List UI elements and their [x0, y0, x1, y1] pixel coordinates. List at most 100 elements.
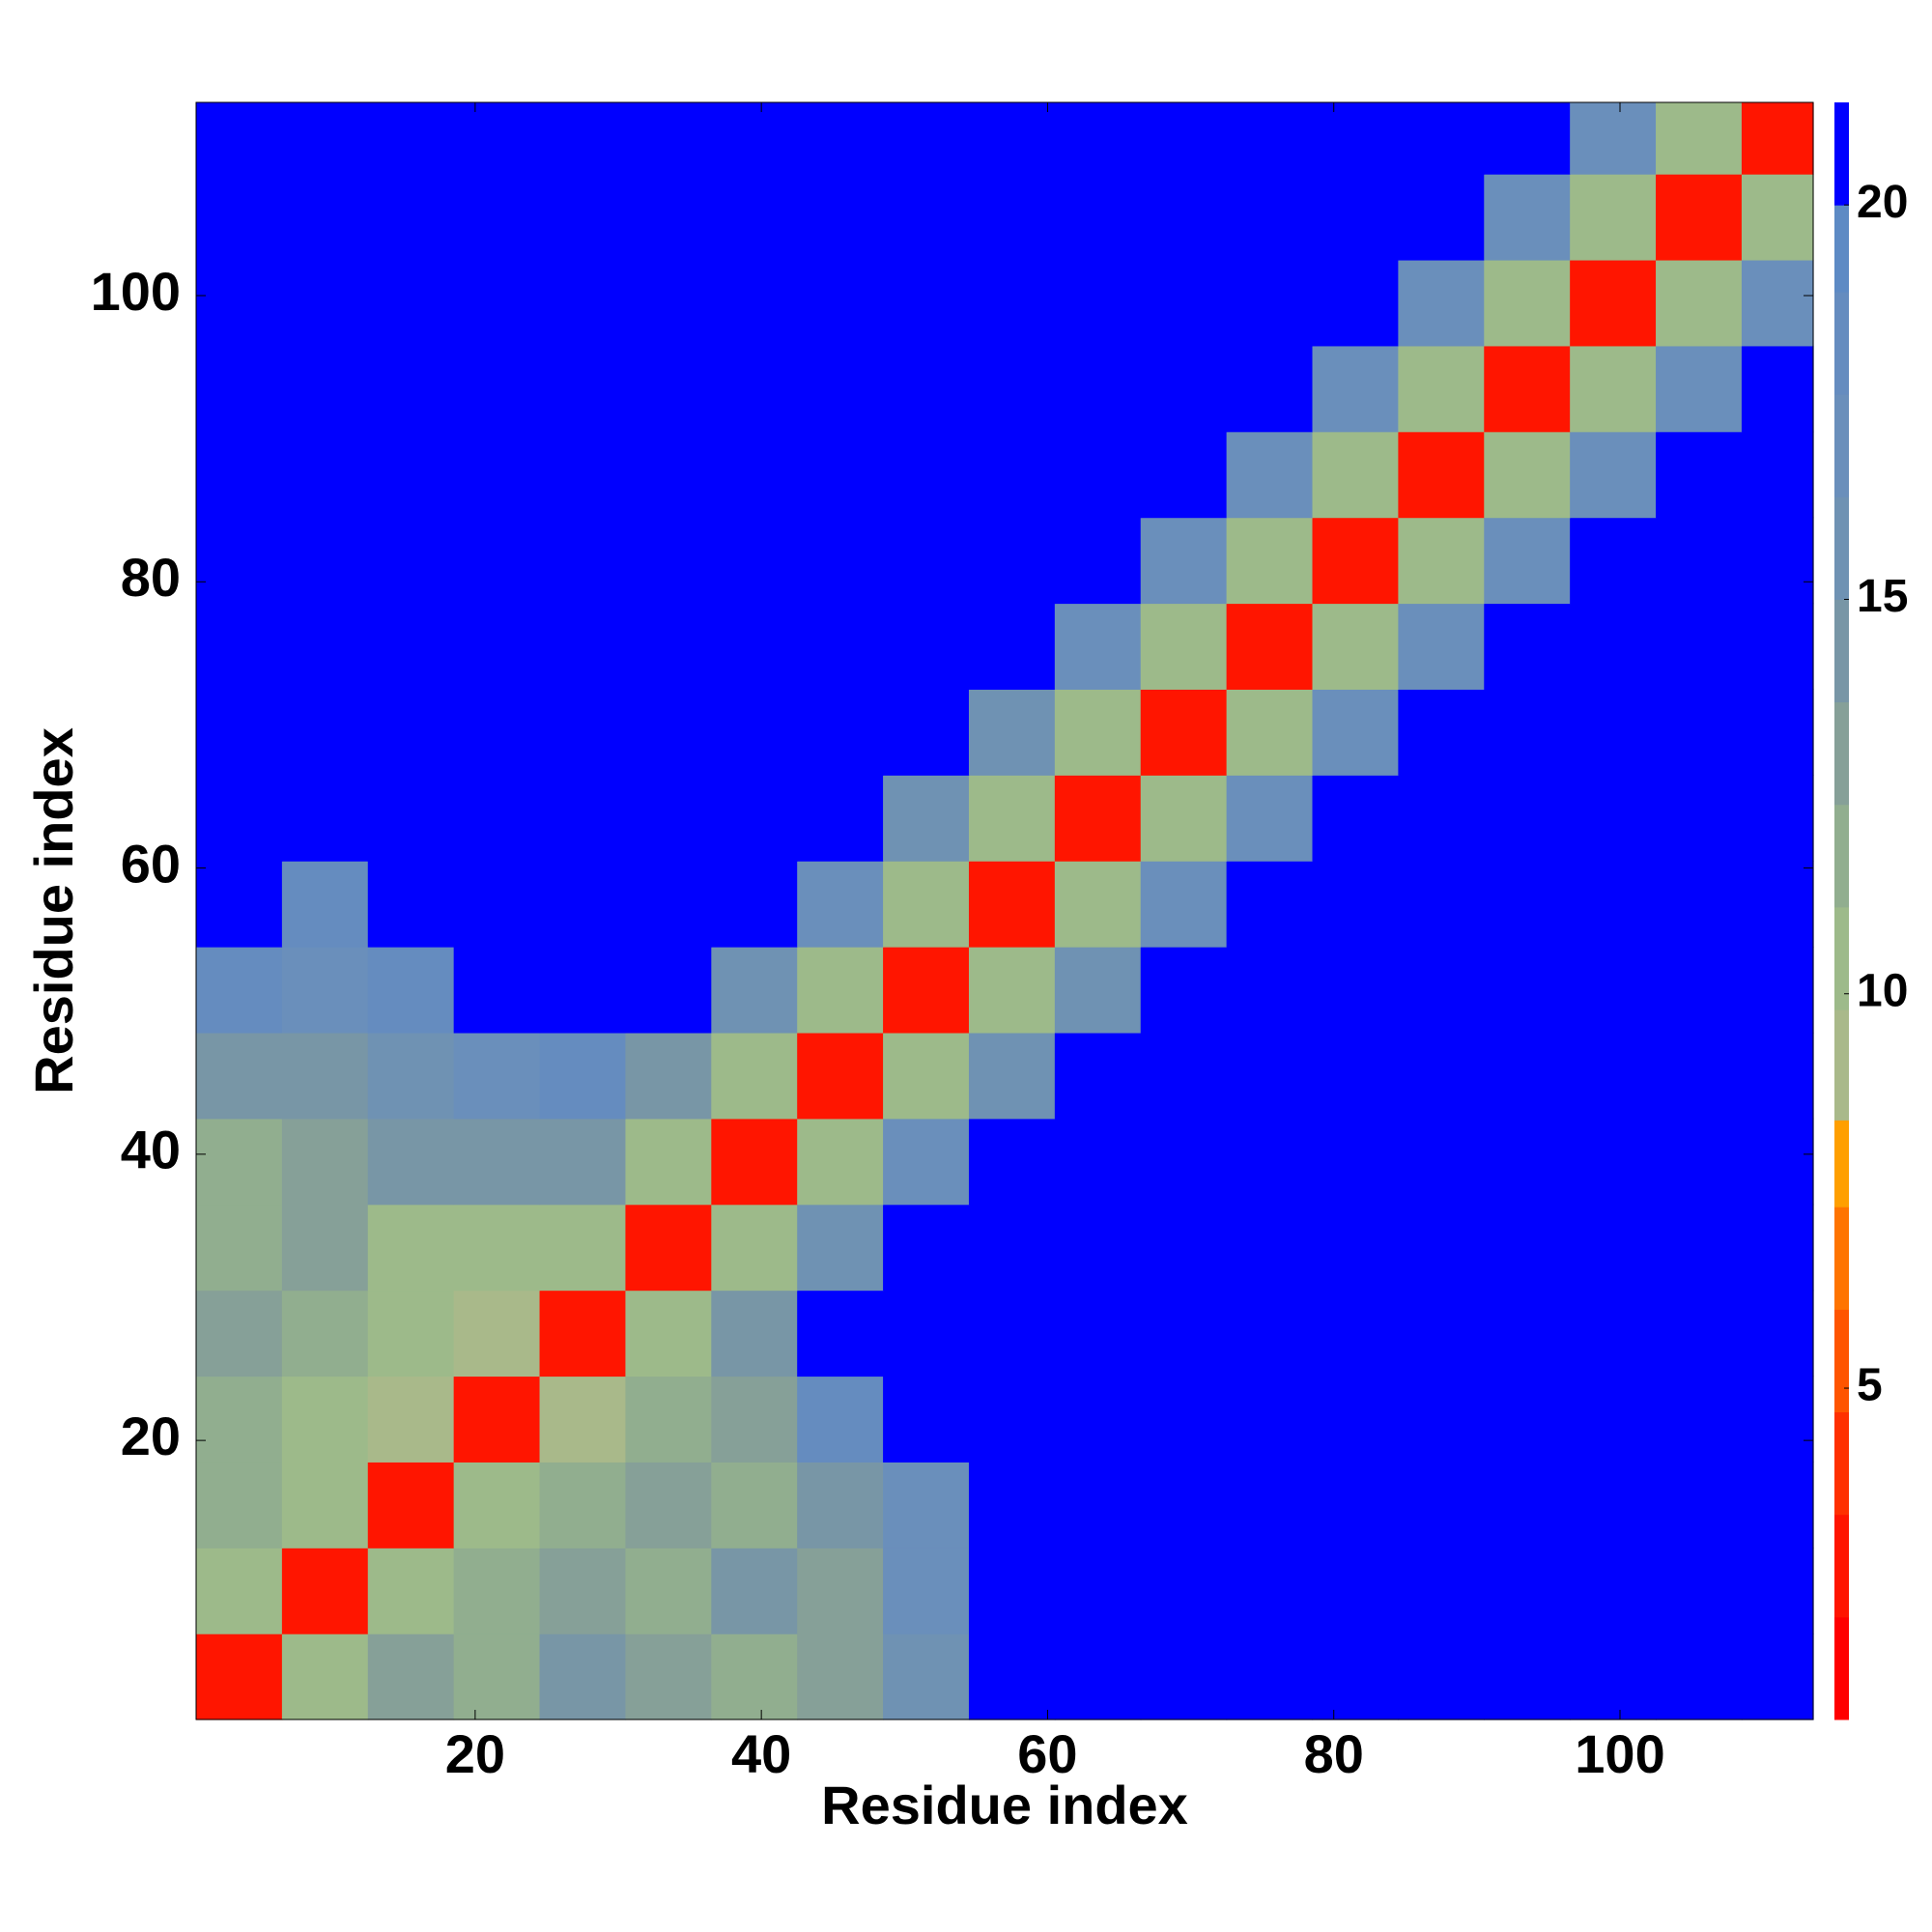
heatmap-cell: [1484, 1032, 1571, 1120]
heatmap-cell: [453, 689, 541, 776]
heatmap-cell: [1140, 517, 1228, 605]
heatmap-cell: [625, 431, 712, 519]
heatmap-cell: [883, 1032, 970, 1120]
colorbar-band: [1834, 497, 1849, 600]
heatmap-cell: [196, 1290, 283, 1378]
heatmap-cell: [1312, 689, 1399, 776]
heatmap-cell: [1312, 345, 1399, 433]
heatmap-cell: [1484, 1634, 1571, 1720]
heatmap-cell: [1656, 603, 1743, 690]
heatmap-cell: [1226, 517, 1314, 605]
heatmap-cell: [196, 1032, 283, 1120]
heatmap-cell: [367, 861, 455, 948]
heatmap-cell: [1312, 775, 1399, 862]
heatmap-cell: [625, 259, 712, 347]
heatmap-cell: [625, 1290, 712, 1378]
heatmap-cell: [281, 603, 369, 690]
heatmap-cell: [968, 1204, 1056, 1292]
heatmap-cell: [453, 1118, 541, 1206]
heatmap-cell: [968, 1118, 1056, 1206]
heatmap-cell: [883, 1634, 970, 1720]
heatmap-cell: [1398, 1032, 1485, 1120]
heatmap-cell: [453, 259, 541, 347]
heatmap-cell: [968, 259, 1056, 347]
heatmap-cell: [281, 1634, 369, 1720]
heatmap-cell: [1398, 861, 1485, 948]
heatmap-cell: [1484, 1204, 1571, 1292]
heatmap-cell: [797, 431, 884, 519]
heatmap-cell: [883, 947, 970, 1034]
heatmap-cell: [1741, 689, 1814, 776]
heatmap-cell: [711, 1118, 798, 1206]
heatmap-cell: [539, 431, 627, 519]
heatmap-cell: [883, 1290, 970, 1378]
heatmap-cell: [1398, 1118, 1485, 1206]
heatmap-cell: [196, 431, 283, 519]
heatmap-cell: [1312, 1118, 1399, 1206]
heatmap-cell: [883, 431, 970, 519]
heatmap-cell: [1398, 1634, 1485, 1720]
heatmap-cell: [453, 861, 541, 948]
heatmap-cell: [968, 1290, 1056, 1378]
heatmap-cell: [711, 174, 798, 261]
heatmap-cell: [281, 1032, 369, 1120]
heatmap-cell: [1398, 775, 1485, 862]
heatmap-cell: [1054, 1032, 1142, 1120]
heatmap-cell: [625, 102, 712, 175]
heatmap-cell: [367, 1634, 455, 1720]
heatmap-cell: [1741, 1462, 1814, 1548]
heatmap-cell: [1570, 1376, 1657, 1463]
heatmap-cell: [625, 1376, 712, 1463]
heatmap-cell: [1226, 1548, 1314, 1634]
heatmap-cell: [883, 775, 970, 862]
heatmap-cell: [1570, 1634, 1657, 1720]
heatmap-cell: [1398, 947, 1485, 1034]
heatmap-cell: [1570, 517, 1657, 605]
heatmap-cell: [1741, 517, 1814, 605]
heatmap-cell: [453, 1032, 541, 1120]
heatmap-cell: [1054, 603, 1142, 690]
heatmap-cell: [797, 689, 884, 776]
heatmap-cell: [883, 345, 970, 433]
heatmap-cell: [539, 1634, 627, 1720]
heatmap-cell: [1054, 1204, 1142, 1292]
heatmap-cell: [539, 861, 627, 948]
heatmap-cell: [625, 174, 712, 261]
heatmap-cell: [797, 1118, 884, 1206]
heatmap-cell: [1054, 861, 1142, 948]
heatmap-cell: [797, 174, 884, 261]
heatmap-cell: [1741, 1032, 1814, 1120]
heatmap-cell: [1570, 1032, 1657, 1120]
heatmap-cell: [367, 259, 455, 347]
heatmap-cell: [625, 947, 712, 1034]
heatmap-cell: [625, 1548, 712, 1634]
heatmap-cell: [367, 174, 455, 261]
heatmap-cell: [1226, 102, 1314, 175]
heatmap-cell: [1656, 345, 1743, 433]
heatmap-cell: [1398, 1204, 1485, 1292]
heatmap-cell: [1570, 947, 1657, 1034]
heatmap-cell: [1741, 1118, 1814, 1206]
heatmap-cell: [281, 861, 369, 948]
heatmap-cell: [1140, 1290, 1228, 1378]
heatmap-cell: [711, 102, 798, 175]
heatmap-cell: [281, 345, 369, 433]
heatmap-cell: [797, 259, 884, 347]
heatmap-cell: [1656, 517, 1743, 605]
heatmap-cell: [196, 259, 283, 347]
heatmap-cell: [196, 1204, 283, 1292]
heatmap-cell: [1226, 689, 1314, 776]
heatmap-cell: [1312, 517, 1399, 605]
heatmap-cell: [1741, 1634, 1814, 1720]
heatmap-cell: [1226, 1290, 1314, 1378]
heatmap-cell: [1312, 1462, 1399, 1548]
heatmap-cell: [281, 174, 369, 261]
heatmap-cell: [968, 689, 1056, 776]
heatmap-cell: [1226, 947, 1314, 1034]
heatmap-cell: [367, 603, 455, 690]
heatmap-cell: [1484, 1376, 1571, 1463]
heatmap-cell: [1054, 775, 1142, 862]
heatmap-cell: [1140, 775, 1228, 862]
heatmap-cell: [1570, 689, 1657, 776]
